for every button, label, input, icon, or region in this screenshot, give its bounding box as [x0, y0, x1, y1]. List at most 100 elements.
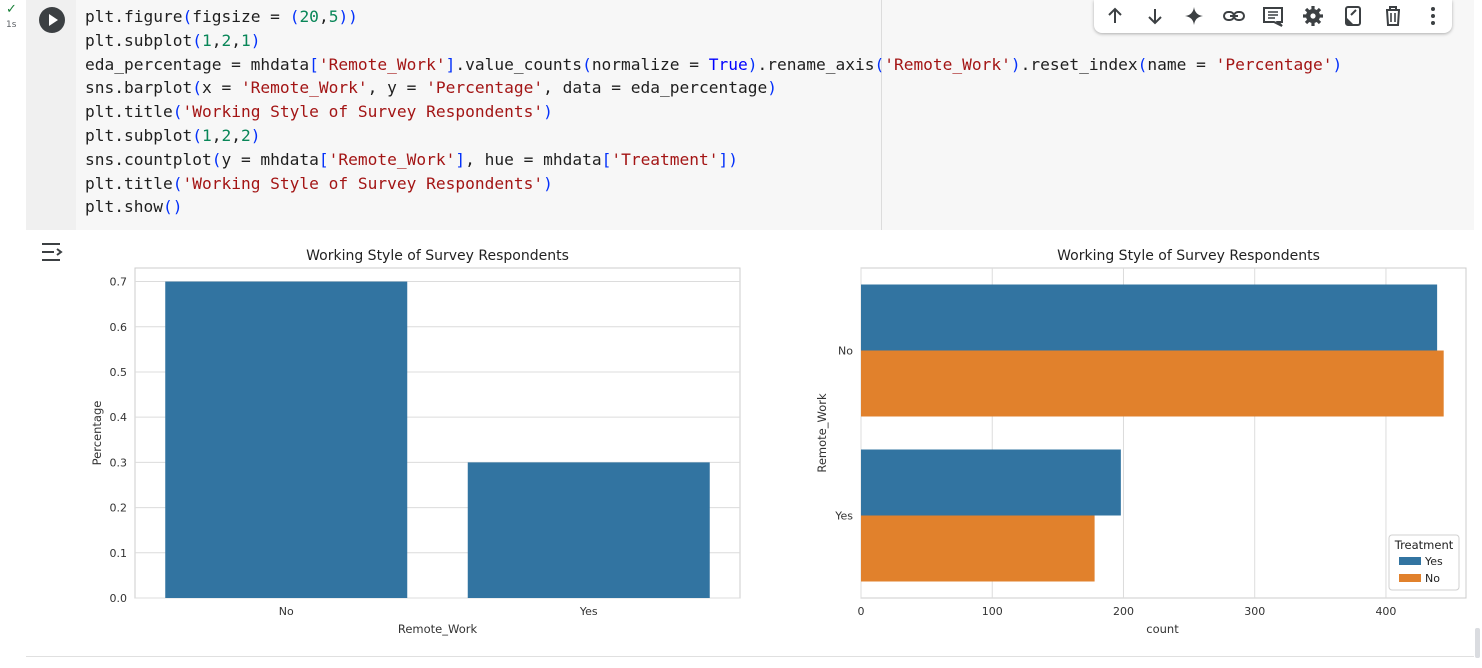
- code-token: ]: [445, 54, 456, 74]
- code-token: normalize =: [591, 54, 709, 74]
- code-token: (: [192, 30, 202, 50]
- code-token: plt.subplot: [85, 125, 193, 145]
- code-token: .reset_index: [1020, 54, 1138, 74]
- cell-toolbar: [1094, 0, 1452, 33]
- code-token: ): [543, 102, 553, 122]
- code-token: plt.figure: [85, 7, 183, 26]
- code-token: (: [182, 7, 193, 26]
- code-token: (: [172, 173, 183, 193]
- code-token: ,: [231, 30, 241, 50]
- code-token: [: [601, 149, 612, 169]
- more-vert-icon[interactable]: [1420, 4, 1446, 28]
- y-tick-label: 0.7: [110, 276, 128, 289]
- code-token: ): [1332, 54, 1343, 74]
- code-token: 2: [221, 125, 232, 145]
- code-cell[interactable]: [26, 0, 1474, 230]
- code-line: plt.title('Working Style of Survey Respo…: [85, 172, 1342, 196]
- code-line: sns.countplot(y = mhdata['Remote_Work'],…: [85, 148, 1342, 172]
- code-token: ): [250, 125, 261, 145]
- code-token: 1: [201, 30, 212, 50]
- code-line: plt.subplot(1,2,1): [85, 29, 1342, 53]
- code-token: (: [192, 78, 202, 98]
- x-tick-label: Yes: [579, 605, 598, 618]
- code-token: ,: [211, 125, 222, 145]
- code-token: (: [172, 102, 183, 122]
- x-axis-label: count: [1146, 622, 1179, 636]
- code-token: 'Treatment': [611, 149, 719, 169]
- y-axis-label: Percentage: [90, 401, 104, 466]
- code-token: 1: [201, 125, 212, 145]
- cell-gutter: ✓ 1s: [0, 0, 26, 668]
- x-tick-label: 100: [982, 605, 1003, 618]
- bar-yes: [861, 449, 1121, 516]
- comment-icon[interactable]: [1260, 4, 1286, 28]
- gear-icon[interactable]: [1300, 4, 1326, 28]
- code-token: (: [874, 54, 885, 74]
- code-editor[interactable]: plt.figure(figsize = (20,5)) plt.subplot(…: [85, 5, 1342, 219]
- code-token: [: [318, 149, 329, 169]
- delete-icon[interactable]: [1380, 4, 1406, 28]
- code-token: (: [211, 149, 222, 169]
- move-up-icon[interactable]: [1102, 4, 1128, 28]
- output-actions-icon[interactable]: [40, 240, 66, 264]
- code-token: ): [250, 30, 261, 50]
- y-tick-label: 0.0: [110, 592, 128, 605]
- code-token: 'Working Style of Survey Respondents': [182, 102, 544, 122]
- sparkle-icon[interactable]: [1181, 4, 1207, 28]
- legend-label: Yes: [1424, 555, 1443, 568]
- code-token: [: [309, 54, 319, 74]
- code-line: plt.title('Working Style of Survey Respo…: [85, 100, 1342, 124]
- chart-title: Working Style of Survey Respondents: [306, 248, 569, 264]
- code-token: plt.title: [85, 102, 173, 122]
- code-token: 'Remote_Work': [318, 54, 446, 74]
- execution-time: 1s: [6, 20, 17, 30]
- play-icon: [49, 14, 58, 26]
- code-token: )): [338, 7, 358, 26]
- x-tick-label: 300: [1244, 605, 1265, 618]
- code-divider: [881, 0, 882, 230]
- x-tick-label: No: [279, 605, 294, 618]
- y-axis-label: Remote_Work: [815, 393, 829, 473]
- code-token: eda_percentage = mhdata: [85, 54, 310, 74]
- run-cell-button[interactable]: [39, 7, 65, 33]
- code-token: 'Working Style of Survey Respondents': [182, 173, 544, 193]
- move-down-icon[interactable]: [1142, 4, 1168, 28]
- code-token: ]): [718, 149, 739, 169]
- code-token: (: [289, 7, 300, 26]
- code-token: 'Percentage': [426, 78, 544, 98]
- y-tick-label: 0.4: [110, 411, 128, 424]
- x-axis-label: Remote_Work: [398, 622, 478, 636]
- code-token: 1: [240, 30, 251, 50]
- code-token: plt.title: [85, 173, 173, 193]
- code-token: .value_counts: [455, 54, 583, 74]
- code-token: ): [543, 173, 553, 193]
- code-token: plt.show: [85, 197, 163, 217]
- code-token: ]: [455, 149, 466, 169]
- code-line: plt.figure(figsize = (20,5)): [85, 5, 1342, 29]
- code-token: 2: [240, 125, 251, 145]
- bar: [165, 281, 408, 598]
- code-token: 2: [221, 30, 232, 50]
- code-line: plt.show(): [85, 195, 1342, 219]
- code-token: 'Remote_Work': [884, 54, 1011, 74]
- mirror-cell-icon[interactable]: [1340, 4, 1366, 28]
- code-token: plt.subplot: [85, 30, 193, 50]
- scrollbar-thumb[interactable]: [1475, 628, 1480, 658]
- x-tick-label: 400: [1375, 605, 1396, 618]
- code-token: 5: [328, 7, 339, 26]
- bar-yes: [861, 284, 1438, 351]
- y-tick-label: 0.5: [110, 366, 128, 379]
- y-tick-label: Yes: [834, 510, 853, 523]
- legend-swatch: [1399, 574, 1421, 582]
- code-token: name =: [1147, 54, 1216, 74]
- bar-no: [861, 350, 1444, 417]
- code-token: sns.barplot: [85, 78, 193, 98]
- code-token: , data = eda_percentage: [543, 78, 768, 98]
- cell-left-band: [26, 0, 76, 230]
- code-line: plt.subplot(1,2,2): [85, 124, 1342, 148]
- code-line: sns.barplot(x = 'Remote_Work', y = 'Perc…: [85, 76, 1342, 100]
- link-icon[interactable]: [1221, 4, 1247, 28]
- x-tick-label: 200: [1113, 605, 1134, 618]
